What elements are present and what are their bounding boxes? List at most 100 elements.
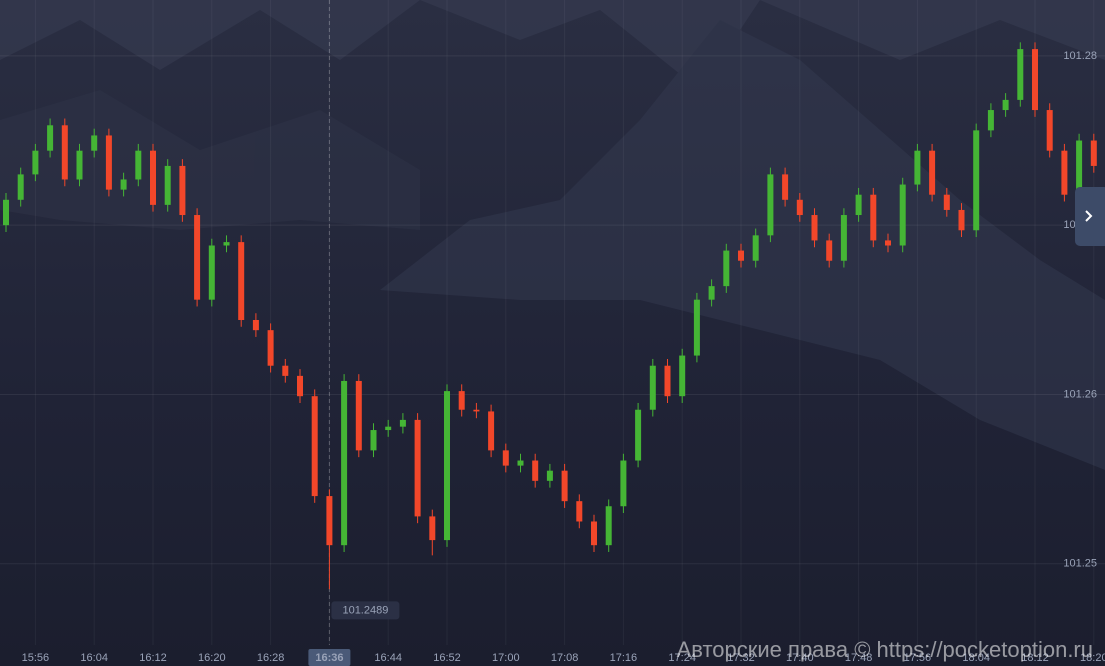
candle-body [32, 150, 39, 175]
x-tick-label: 16:04 [80, 652, 108, 664]
candle-body [444, 391, 450, 541]
x-tick-label: 16:52 [433, 652, 461, 664]
candle-body [899, 184, 906, 246]
candle-body [708, 286, 715, 300]
candle-body [311, 396, 318, 497]
candle-body [620, 460, 627, 507]
candle-body [517, 460, 524, 466]
x-tick-label: 17:48 [845, 652, 873, 664]
candle-body [399, 419, 406, 427]
candle-body [150, 150, 156, 205]
x-tick-label: 18:12 [1021, 652, 1049, 664]
candle-body [105, 135, 112, 190]
candle-body [958, 209, 965, 231]
y-tick-label: 101.28 [1063, 50, 1097, 62]
candle-body [223, 242, 230, 246]
candle-body [796, 199, 803, 216]
candle-body [782, 174, 789, 200]
x-tick-highlight [308, 649, 351, 666]
candle-body [238, 242, 245, 320]
candle-body [341, 380, 348, 546]
candle-body [679, 355, 686, 397]
candle-body [91, 135, 98, 151]
candle-body [370, 430, 377, 451]
candle-body [929, 150, 936, 195]
watermark: Авторские права © https://pocketoption.r… [677, 637, 1093, 662]
candle-body [987, 110, 994, 131]
candle-body [840, 215, 847, 261]
candles [3, 42, 1097, 590]
candle-body [649, 365, 656, 410]
candle-body [47, 125, 54, 151]
candle-body [120, 179, 127, 190]
x-tick-label: 17:16 [610, 652, 638, 664]
x-tick-label: 16:20 [198, 652, 226, 664]
x-tick-label: 17:08 [551, 652, 579, 664]
crosshair-price: 101.2489 [342, 604, 388, 616]
chevron-icon[interactable] [1085, 210, 1093, 222]
x-tick-label: 17:56 [904, 652, 932, 664]
candle-body [870, 194, 877, 241]
x-tick-label: 16:12 [139, 652, 167, 664]
candle-body [385, 426, 392, 431]
candle-body [664, 365, 671, 397]
candle-body [943, 194, 950, 210]
candle-body [693, 299, 700, 356]
y-tick-label: 101.26 [1063, 388, 1097, 400]
candle-body [605, 506, 612, 546]
candle-body [635, 409, 642, 461]
candle-body [1076, 140, 1083, 195]
candle-body [282, 365, 289, 376]
candle-body [1061, 150, 1068, 195]
x-tick-label: 16:44 [374, 652, 402, 664]
candle-body [488, 411, 495, 451]
candle-body [591, 521, 597, 546]
x-tick-label: 17:40 [786, 652, 814, 664]
candle-body [3, 199, 9, 226]
candle-body [429, 516, 436, 541]
x-tick-label: 16:36 [315, 652, 343, 664]
axis-labels: 101.25101.26101.27101.2815:5616:0416:121… [22, 50, 1105, 666]
candle-body [17, 174, 24, 200]
candle-body [135, 150, 142, 180]
candle-body [1090, 140, 1097, 166]
x-tick-label: 16:28 [257, 652, 285, 664]
mountains [0, 0, 1105, 470]
x-tick-label: 18:20 [1080, 652, 1105, 664]
y-tick-label: 101.25 [1063, 558, 1097, 570]
candle-body [973, 130, 980, 231]
x-tick-label: 17:24 [668, 652, 696, 664]
candle-body [1017, 49, 1024, 100]
candle-body [546, 470, 553, 481]
candle-body [752, 235, 759, 261]
candle-body [532, 460, 539, 481]
crosshair-label-bg [331, 601, 400, 620]
x-tick-label: 17:32 [727, 652, 755, 664]
candle-body [458, 391, 465, 410]
x-tick-label: 18:04 [962, 652, 990, 664]
candle-body [76, 150, 83, 180]
candle-body [473, 409, 480, 412]
candle-body [194, 215, 201, 300]
candle-body [767, 174, 774, 236]
candle-body [723, 250, 730, 287]
candle-body [1002, 99, 1009, 111]
candle-body [561, 470, 568, 502]
x-tick-label: 17:00 [492, 652, 520, 664]
candle-body [811, 215, 818, 241]
scroll-button[interactable] [1075, 187, 1105, 246]
candle-body [502, 450, 509, 466]
candle-body [326, 496, 333, 546]
candle-body [267, 330, 274, 366]
x-tick-label: 15:56 [22, 652, 50, 664]
candle-body [1032, 49, 1038, 111]
candle-body [297, 375, 303, 397]
candle-body [826, 240, 833, 261]
candle-body [355, 380, 362, 451]
candle-body [414, 419, 421, 517]
candle-body [1046, 110, 1053, 151]
candle-body [208, 245, 215, 300]
candle-body [61, 125, 68, 180]
candle-body [179, 165, 186, 216]
